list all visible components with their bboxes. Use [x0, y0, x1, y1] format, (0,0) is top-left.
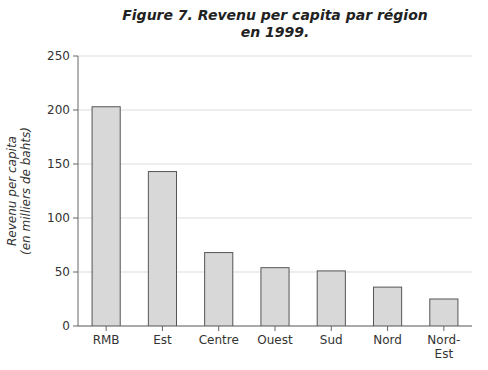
- y-tick: [73, 218, 78, 219]
- bars: [92, 107, 458, 326]
- grid-line: [78, 218, 472, 219]
- grid-line: [78, 110, 472, 111]
- y-axis-label: Revenu per capita(en milliers de bahts): [5, 127, 33, 255]
- bar: [92, 107, 120, 326]
- bar: [374, 287, 402, 326]
- chart-container: 0 50 100 150 200 250 RMB Est Centre Ouest Sud Nord N…: [0, 0, 488, 370]
- y-tick-label: 0: [62, 319, 70, 333]
- y-tick: [73, 164, 78, 165]
- bar: [148, 172, 176, 326]
- x-tick-label: Sud: [320, 333, 343, 347]
- x-tick-label: Centre: [199, 333, 239, 347]
- x-tick-label: Nord: [373, 333, 402, 347]
- y-axis-line: [78, 56, 79, 326]
- y-tick-label: 50: [55, 265, 70, 279]
- bar: [205, 253, 233, 326]
- y-tick: [73, 272, 78, 273]
- x-tick: [275, 326, 276, 331]
- grid-line: [78, 164, 472, 165]
- bar: [317, 271, 345, 326]
- x-tick: [106, 326, 107, 331]
- x-tick: [218, 326, 219, 331]
- y-tick: [73, 56, 78, 57]
- x-tick: [443, 326, 444, 331]
- x-tick: [162, 326, 163, 331]
- y-tick: [73, 326, 78, 327]
- grid: [78, 56, 472, 326]
- y-label-group: Revenu per capita(en milliers de bahts): [5, 127, 33, 255]
- chart: 0 50 100 150 200 250 RMB Est Centre Ouest Sud Nord N…: [0, 0, 488, 370]
- y-tick-label: 150: [47, 157, 70, 171]
- x-tick-label: Est: [153, 333, 172, 347]
- x-tick-label: Nord-Est: [427, 333, 460, 361]
- bar: [430, 299, 458, 326]
- bar: [261, 268, 289, 326]
- title: Figure 7. Revenu per capita par régionen…: [122, 7, 428, 40]
- x-tick: [387, 326, 388, 331]
- axes: 0 50 100 150 200 250 RMB Est Centre Ouest Sud Nord N…: [47, 49, 472, 361]
- y-tick: [73, 110, 78, 111]
- x-tick-label: Ouest: [257, 333, 293, 347]
- y-tick-label: 200: [47, 103, 70, 117]
- x-tick-label: RMB: [93, 333, 120, 347]
- grid-line: [78, 56, 472, 57]
- y-tick-label: 250: [47, 49, 70, 63]
- x-tick: [331, 326, 332, 331]
- y-tick-label: 100: [47, 211, 70, 225]
